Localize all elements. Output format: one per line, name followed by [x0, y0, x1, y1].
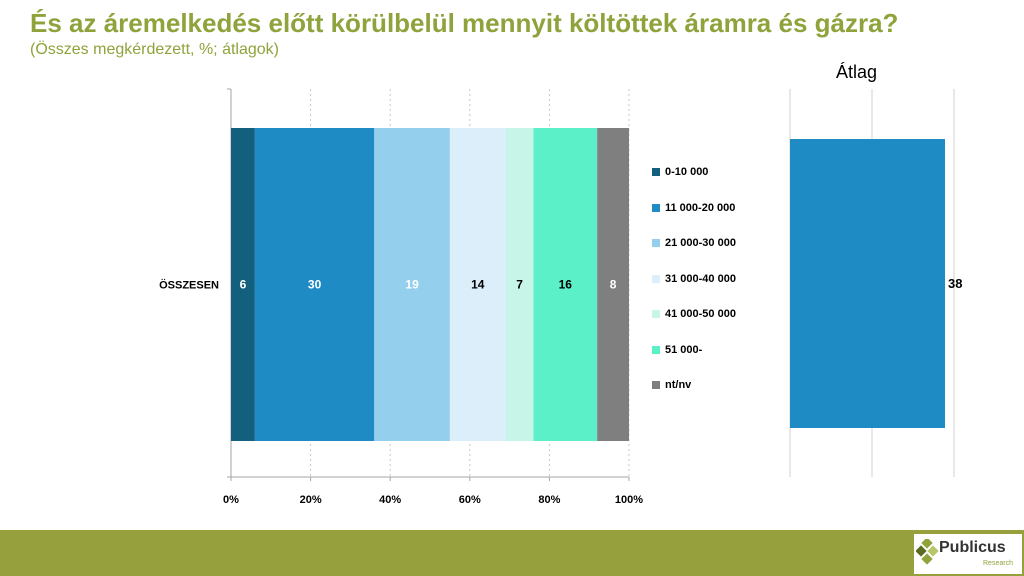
bar-segment [374, 128, 450, 441]
data-label: 19 [405, 278, 419, 292]
legend-swatch [652, 168, 660, 176]
bar-segment [449, 128, 506, 441]
data-label: 6 [240, 278, 247, 292]
x-tick-label: 80% [538, 494, 560, 506]
legend-swatch [652, 310, 660, 318]
legend-label: 41 000-50 000 [665, 308, 736, 320]
legend-item: 41 000-50 000 [652, 308, 736, 320]
logo-name: Publicus [939, 539, 1006, 556]
legend-swatch [652, 274, 660, 283]
legend-swatch [652, 239, 660, 247]
footer-bar [0, 530, 1024, 576]
legend-label: 31 000-40 000 [665, 272, 736, 285]
legend-item: 21 000-30 000 [652, 237, 736, 249]
category-label: ÖSSZESEN [159, 279, 219, 292]
data-label: 8 [610, 278, 617, 292]
logo-subtext: Research [983, 560, 1013, 567]
legend-label: nt/nv [665, 379, 692, 391]
publicus-logo [914, 534, 1022, 574]
bar-segment [505, 128, 534, 441]
average-bar-chart: 38 [789, 89, 962, 477]
legend-item: 31 000-40 000 [652, 273, 736, 285]
bar-segment [533, 128, 598, 441]
data-label: 16 [559, 278, 573, 292]
bar-segment [254, 128, 375, 441]
data-label: 7 [516, 278, 523, 292]
legend-swatch [652, 381, 660, 389]
x-tick-label: 0% [223, 494, 239, 506]
data-label: 30 [308, 278, 322, 292]
x-tick-label: 20% [300, 494, 322, 506]
data-label: 14 [471, 278, 485, 292]
x-tick-label: 60% [459, 494, 481, 506]
legend-label: 11 000-20 000 [665, 201, 736, 214]
bar-segment [597, 128, 629, 441]
average-bar [790, 139, 945, 428]
average-chart-title: Átlag [836, 62, 878, 82]
x-tick-label: 40% [379, 494, 401, 506]
legend-label: 0-10 000 [665, 166, 709, 178]
stacked-bar-chart: 0% 20% 40% 60% 80% 100% ÖSSZESEN 6 30 19 14 7 16 8 [159, 88, 643, 506]
legend-label: 51 000- [665, 343, 703, 356]
bar-segment [231, 128, 255, 441]
legend-swatch [652, 345, 660, 354]
legend-item: nt/nv [652, 379, 691, 391]
legend-label: 21 000-30 000 [665, 237, 736, 249]
chart-title: És az áremelkedés előtt körülbelül menny… [30, 8, 899, 38]
legend-swatch [652, 203, 660, 212]
chart-subtitle: (Összes megkérdezett, %; átlagok) [30, 41, 279, 58]
publicus-logo-icon [916, 539, 939, 565]
average-value-label: 38 [948, 276, 962, 291]
legend-item: 11 000-20 000 [652, 202, 735, 214]
x-tick-label: 100% [615, 494, 643, 506]
legend-item: 51 000- [652, 344, 702, 356]
legend-item: 0-10 000 [652, 166, 708, 178]
